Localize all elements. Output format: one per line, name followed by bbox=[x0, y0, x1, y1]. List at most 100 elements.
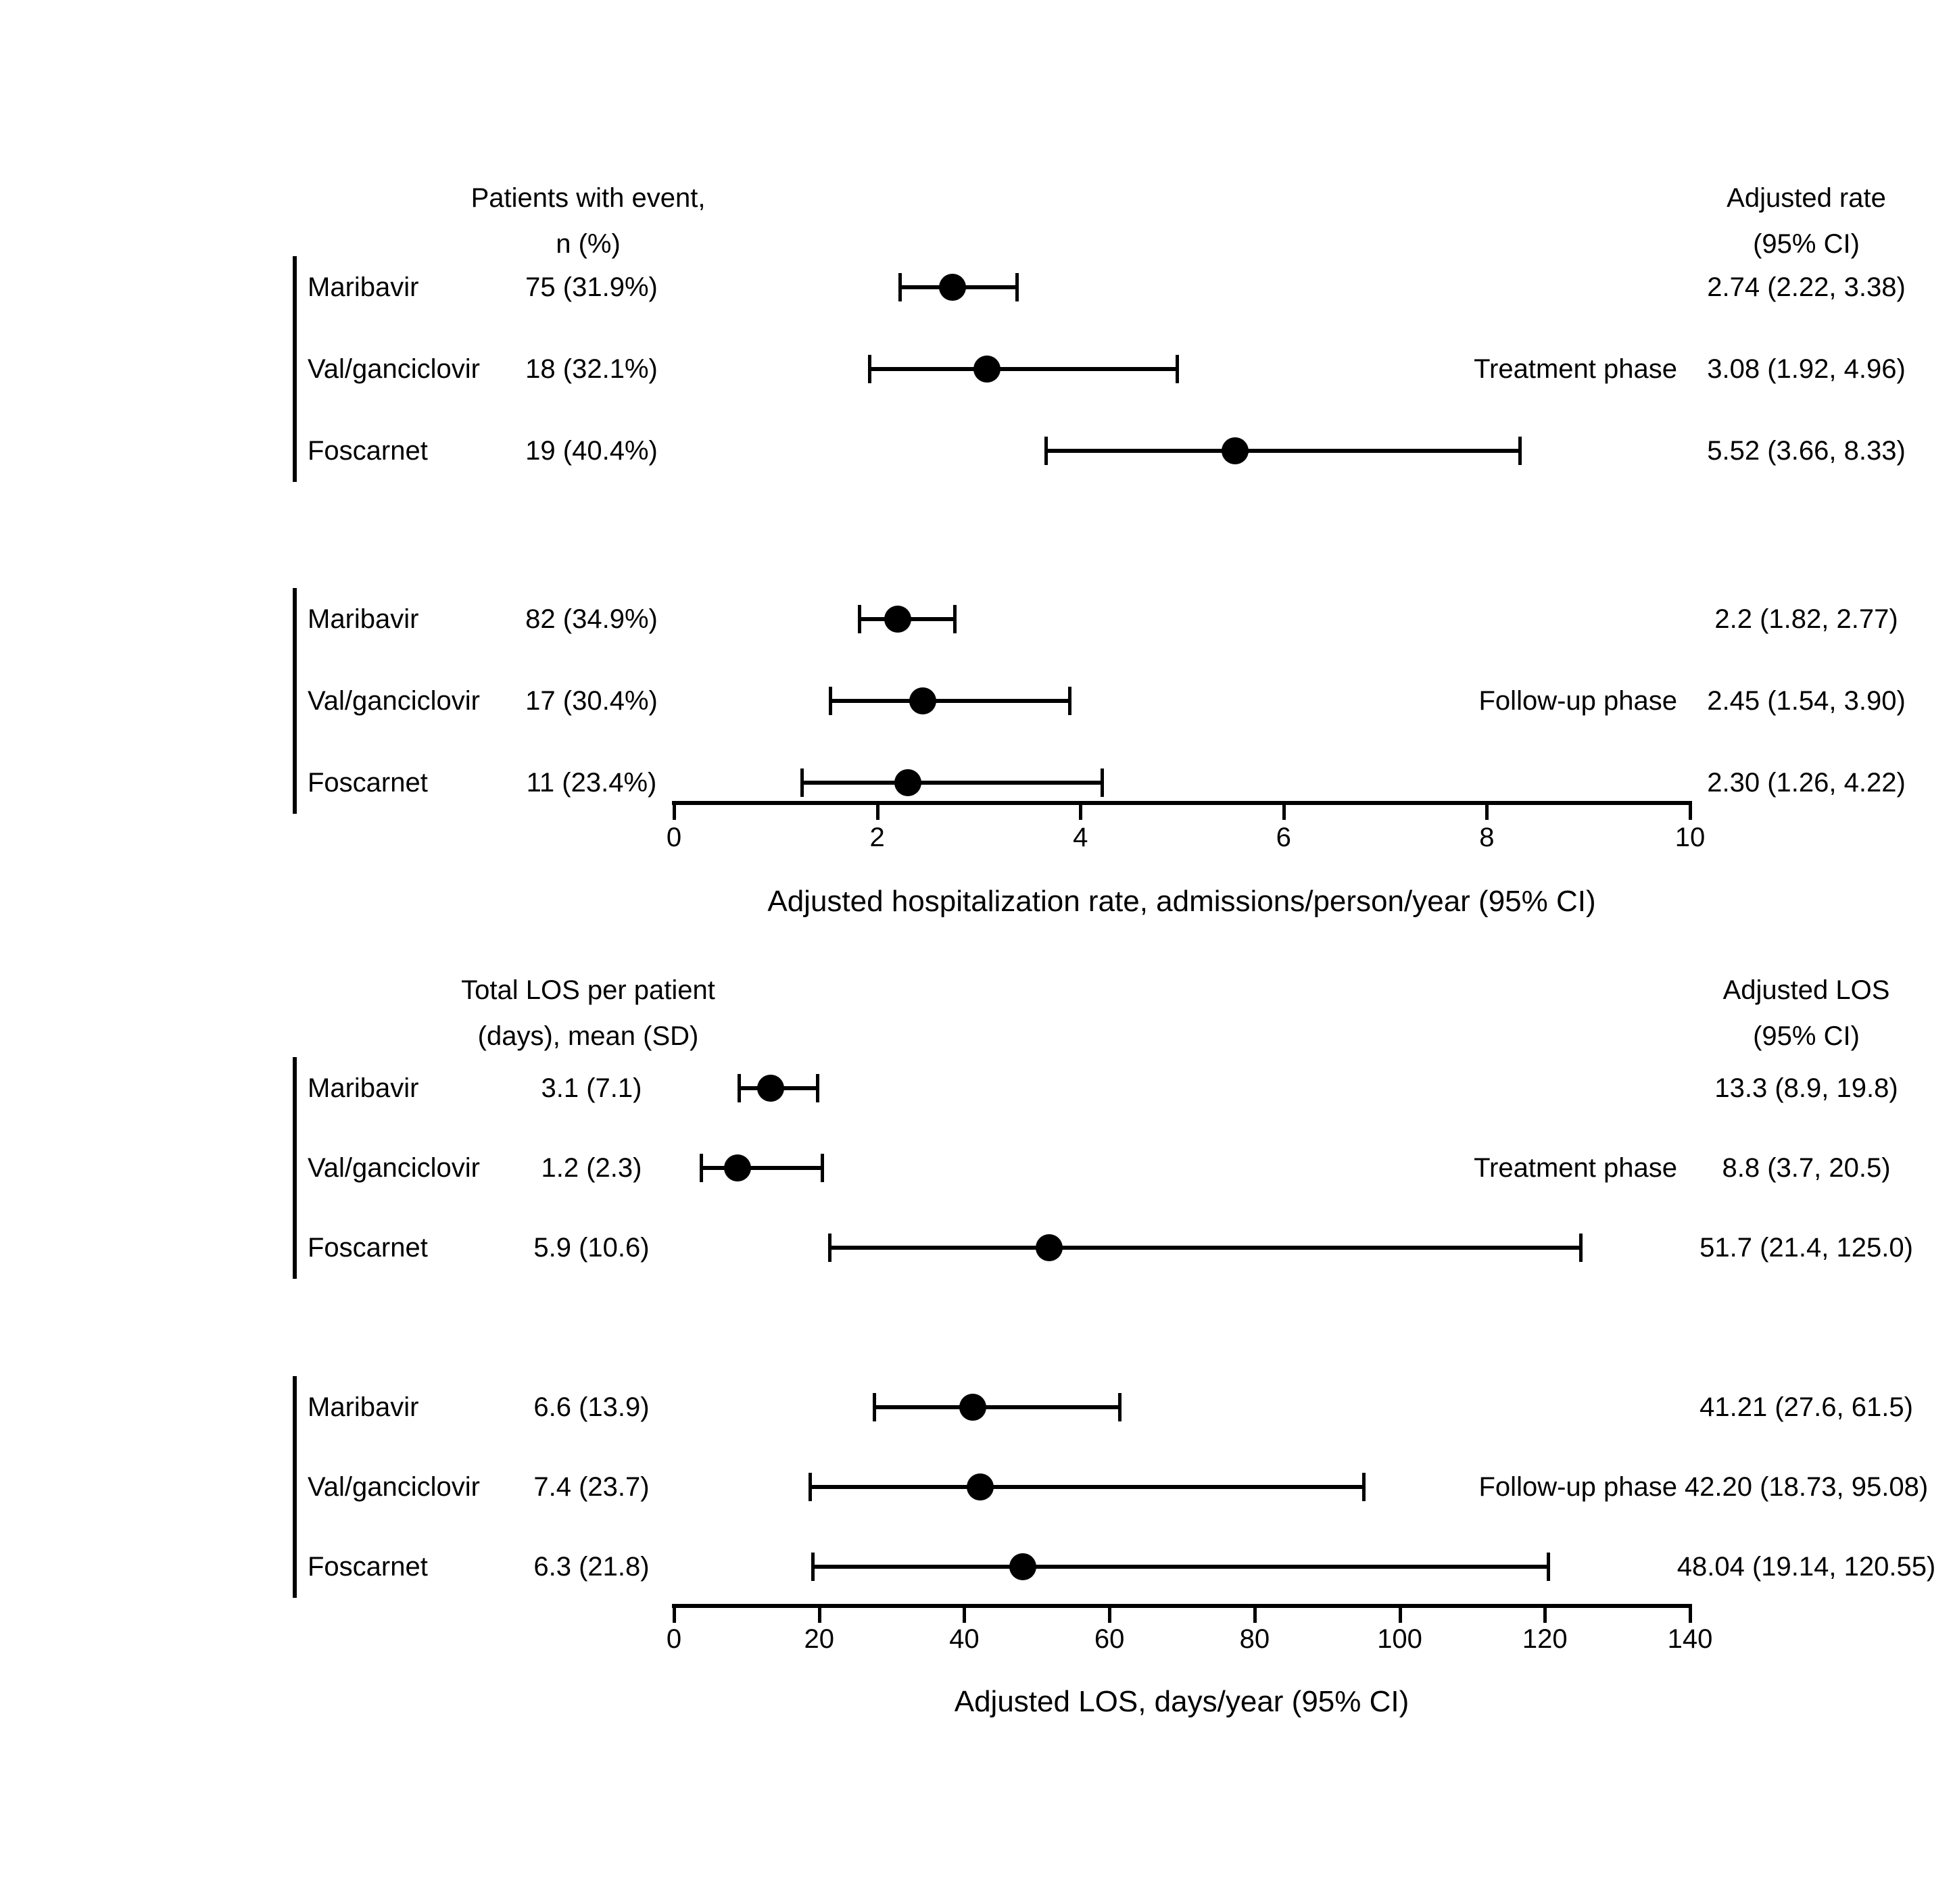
treatment-label: Val/ganciclovir bbox=[308, 1153, 480, 1183]
point-estimate-marker bbox=[967, 1473, 994, 1500]
ci-cap-low bbox=[809, 1473, 813, 1501]
point-estimate-marker bbox=[1221, 437, 1249, 464]
ci-value: 2.45 (1.54, 3.90) bbox=[1707, 686, 1906, 716]
ci-whisker bbox=[813, 1565, 1549, 1569]
ci-cap-high bbox=[1015, 273, 1019, 301]
ci-value: 2.74 (2.22, 3.38) bbox=[1707, 272, 1906, 302]
treatment-label: Foscarnet bbox=[308, 436, 428, 466]
point-estimate-marker bbox=[973, 356, 1000, 383]
panel1-left-header-line2: n (%) bbox=[556, 229, 621, 259]
point-estimate-marker bbox=[938, 274, 966, 301]
ci-value: 48.04 (19.14, 120.55) bbox=[1677, 1552, 1936, 1582]
ci-cap-low bbox=[898, 273, 902, 301]
point-estimate-marker bbox=[884, 606, 911, 633]
axis-tick bbox=[1282, 801, 1286, 820]
axis-tick bbox=[1485, 801, 1489, 820]
treatment-label: Val/ganciclovir bbox=[308, 686, 480, 716]
panel1-right-header-line1: Adjusted rate bbox=[1727, 183, 1886, 213]
ci-cap-high bbox=[1547, 1553, 1551, 1581]
axis-tick bbox=[1689, 801, 1692, 820]
axis-tick bbox=[817, 1604, 821, 1623]
ci-cap-low bbox=[827, 1234, 831, 1262]
ci-whisker bbox=[869, 367, 1178, 371]
phase-group-bracket bbox=[293, 1376, 297, 1598]
ci-cap-low bbox=[800, 768, 804, 797]
phase-group-label: Follow-up phase bbox=[1478, 1472, 1678, 1502]
axis-line bbox=[672, 1604, 1692, 1608]
ci-cap-high bbox=[1101, 768, 1105, 797]
treatment-label: Foscarnet bbox=[308, 768, 428, 798]
ci-cap-low bbox=[873, 1393, 877, 1421]
axis-tick-label: 10 bbox=[1674, 823, 1706, 852]
phase-group-label: Treatment phase bbox=[1474, 1153, 1677, 1183]
point-estimate-marker bbox=[1036, 1234, 1063, 1261]
ci-whisker bbox=[874, 1405, 1121, 1409]
treatment-label: Val/ganciclovir bbox=[308, 354, 480, 384]
axis-tick bbox=[1398, 1604, 1402, 1623]
ci-whisker bbox=[829, 1246, 1581, 1250]
ci-cap-low bbox=[1044, 437, 1048, 465]
phase-group-bracket bbox=[293, 1057, 297, 1279]
axis-tick-label: 2 bbox=[869, 823, 885, 852]
axis-tick bbox=[1253, 1604, 1257, 1623]
stat-value: 1.2 (2.3) bbox=[541, 1153, 642, 1183]
ci-cap-high bbox=[821, 1154, 825, 1182]
panel1-axis-title: Adjusted hospitalization rate, admission… bbox=[767, 885, 1596, 918]
stat-value: 19 (40.4%) bbox=[525, 436, 658, 466]
axis-tick bbox=[875, 801, 879, 820]
ci-whisker bbox=[802, 781, 1103, 785]
ci-value: 13.3 (8.9, 19.8) bbox=[1714, 1073, 1898, 1103]
ci-cap-high bbox=[1518, 437, 1522, 465]
treatment-label: Val/ganciclovir bbox=[308, 1472, 480, 1502]
ci-cap-high bbox=[1118, 1393, 1122, 1421]
axis-tick-label: 20 bbox=[804, 1624, 834, 1654]
stat-value: 6.6 (13.9) bbox=[533, 1392, 650, 1422]
ci-value: 3.08 (1.92, 4.96) bbox=[1707, 354, 1906, 384]
ci-cap-high bbox=[1176, 355, 1180, 383]
axis-tick-label: 0 bbox=[666, 823, 682, 852]
point-estimate-marker bbox=[959, 1394, 987, 1421]
ci-value: 2.30 (1.26, 4.22) bbox=[1707, 768, 1906, 798]
stat-value: 3.1 (7.1) bbox=[541, 1073, 642, 1103]
stat-value: 6.3 (21.8) bbox=[533, 1552, 650, 1582]
ci-value: 5.52 (3.66, 8.33) bbox=[1707, 436, 1906, 466]
axis-tick bbox=[673, 1604, 676, 1623]
ci-whisker bbox=[830, 699, 1071, 703]
ci-whisker bbox=[810, 1485, 1364, 1489]
ci-cap-low bbox=[829, 687, 833, 715]
point-estimate-marker bbox=[724, 1154, 752, 1181]
point-estimate-marker bbox=[909, 687, 937, 714]
axis-tick bbox=[1108, 1604, 1112, 1623]
axis-tick-label: 0 bbox=[666, 1624, 682, 1654]
ci-cap-high bbox=[953, 605, 957, 633]
panel2-left-header-line2: (days), mean (SD) bbox=[477, 1021, 699, 1051]
ci-cap-high bbox=[1361, 1473, 1366, 1501]
axis-tick bbox=[673, 801, 676, 820]
ci-cap-low bbox=[867, 355, 871, 383]
axis-tick-label: 100 bbox=[1377, 1624, 1422, 1654]
panel2-axis-title: Adjusted LOS, days/year (95% CI) bbox=[954, 1685, 1409, 1718]
ci-cap-low bbox=[737, 1074, 741, 1102]
point-estimate-marker bbox=[894, 769, 921, 796]
treatment-label: Maribavir bbox=[308, 1392, 419, 1422]
panel1-right-header-line2: (95% CI) bbox=[1753, 229, 1860, 259]
axis-tick-label: 4 bbox=[1073, 823, 1088, 852]
stat-value: 82 (34.9%) bbox=[525, 604, 658, 634]
panel2-left-header-line1: Total LOS per patient bbox=[461, 975, 715, 1005]
ci-cap-low bbox=[811, 1553, 815, 1581]
ci-cap-low bbox=[699, 1154, 703, 1182]
panel2-right-header-line1: Adjusted LOS bbox=[1722, 975, 1890, 1005]
axis-line bbox=[672, 801, 1692, 805]
ci-value: 8.8 (3.7, 20.5) bbox=[1722, 1153, 1891, 1183]
axis-tick bbox=[963, 1604, 967, 1623]
axis-tick-label: 60 bbox=[1094, 1624, 1125, 1654]
treatment-label: Maribavir bbox=[308, 604, 419, 634]
panel2-right-header-line2: (95% CI) bbox=[1753, 1021, 1860, 1051]
axis-tick bbox=[1543, 1604, 1547, 1623]
point-estimate-marker bbox=[1009, 1553, 1036, 1580]
ci-value: 41.21 (27.6, 61.5) bbox=[1699, 1392, 1913, 1422]
axis-tick-label: 40 bbox=[949, 1624, 980, 1654]
ci-cap-high bbox=[1068, 687, 1072, 715]
stat-value: 11 (23.4%) bbox=[526, 768, 657, 798]
